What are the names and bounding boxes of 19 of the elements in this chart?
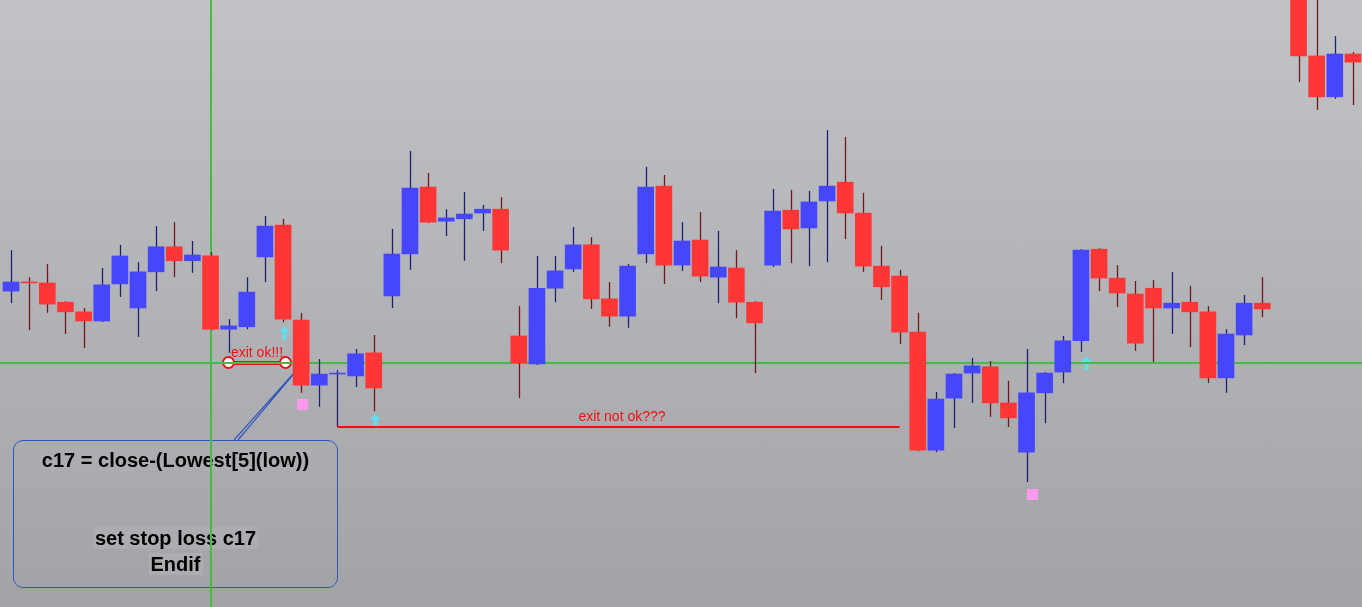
candlestick — [818, 129, 836, 263]
candlestick — [782, 189, 800, 264]
candlestick — [1163, 271, 1180, 335]
candlestick — [1344, 51, 1362, 106]
candlestick — [1000, 380, 1017, 428]
candlestick — [1108, 264, 1126, 308]
candlestick — [75, 307, 92, 349]
candlestick — [601, 281, 618, 328]
annotation: exit ok!!! — [229, 344, 285, 360]
candlestick — [474, 204, 491, 232]
candlestick — [709, 230, 727, 304]
candlestick — [165, 221, 183, 278]
annotation: exit not ok??? — [577, 408, 667, 424]
candlestick — [184, 240, 201, 274]
candlestick — [1253, 276, 1271, 318]
candlestick — [311, 358, 328, 408]
candlestick — [1181, 285, 1199, 348]
candlestick — [546, 255, 564, 303]
candlestick — [1036, 371, 1053, 424]
